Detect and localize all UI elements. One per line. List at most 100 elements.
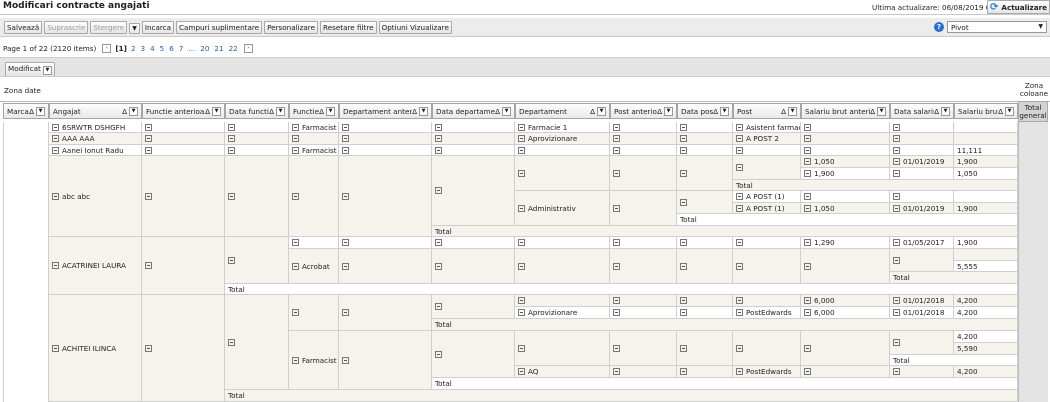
pager-link[interactable]: 7 (178, 43, 184, 53)
collapse-icon[interactable] (52, 135, 59, 142)
column-header[interactable]: Post Δ ▼ (733, 103, 801, 119)
pager-link[interactable]: 21 (214, 43, 224, 53)
column-header[interactable]: Data departamentΔ▼ (432, 103, 515, 119)
collapse-icon[interactable] (145, 262, 152, 269)
collapse-icon[interactable] (435, 303, 442, 310)
pager-link[interactable]: 3 (140, 43, 146, 53)
collapse-icon[interactable] (736, 164, 743, 171)
collapse-icon[interactable] (518, 368, 525, 375)
collapse-icon[interactable] (518, 344, 525, 352)
collapse-icon[interactable] (292, 192, 299, 200)
collapse-icon[interactable] (435, 262, 442, 270)
collapse-icon[interactable] (736, 262, 743, 270)
collapse-icon[interactable] (893, 339, 900, 346)
collapse-icon[interactable] (52, 262, 59, 269)
collapse-icon[interactable] (680, 344, 687, 352)
header-filter[interactable]: ▼ (212, 106, 221, 116)
column-header[interactable]: Data post Δ ▼ (677, 103, 733, 119)
collapse-icon[interactable] (228, 123, 235, 131)
column-header[interactable]: Post anterior Δ ▼ (610, 103, 677, 119)
collapse-icon[interactable] (736, 135, 743, 142)
collapse-icon[interactable] (518, 262, 525, 270)
column-header[interactable]: Data salariu Δ ▼ (890, 103, 954, 119)
collapse-icon[interactable] (613, 344, 620, 352)
column-header[interactable]: Marca Δ ▼ (3, 103, 49, 119)
collapse-icon[interactable] (518, 204, 525, 212)
collapse-icon[interactable] (435, 187, 442, 194)
header-filter[interactable]: ▼ (326, 106, 335, 116)
collapse-icon[interactable] (680, 123, 687, 131)
collapse-icon[interactable] (52, 192, 59, 200)
pager-next[interactable]: › (243, 43, 253, 53)
collapse-icon[interactable] (613, 204, 620, 212)
toolbar-button[interactable]: Personalizare (264, 21, 319, 34)
collapse-icon[interactable] (804, 123, 811, 131)
collapse-icon[interactable] (518, 309, 525, 316)
collapse-icon[interactable] (680, 135, 687, 142)
toolbar-button[interactable]: Incarca (141, 21, 175, 34)
pager-link[interactable]: ... (188, 43, 196, 53)
collapse-icon[interactable] (736, 193, 743, 200)
column-header[interactable]: Functie Δ ▼ (289, 103, 339, 119)
collapse-icon[interactable] (52, 344, 59, 352)
collapse-icon[interactable] (613, 169, 620, 177)
header-filter[interactable]: ▼ (877, 106, 886, 116)
collapse-icon[interactable] (893, 204, 900, 212)
collapse-icon[interactable] (518, 123, 525, 131)
column-header[interactable]: Departament Δ ▼ (515, 103, 610, 119)
collapse-icon[interactable] (893, 193, 900, 200)
collapse-icon[interactable] (613, 146, 620, 154)
collapse-icon[interactable] (518, 146, 525, 154)
collapse-icon[interactable] (342, 123, 349, 131)
header-filter[interactable]: ▼ (788, 106, 797, 116)
collapse-icon[interactable] (804, 193, 811, 200)
collapse-icon[interactable] (804, 262, 811, 270)
collapse-icon[interactable] (613, 297, 620, 304)
toolbar-button[interactable]: Optiuni Vizualizare (378, 21, 452, 34)
header-filter[interactable]: ▼ (941, 106, 950, 116)
collapse-icon[interactable] (518, 239, 525, 246)
collapse-icon[interactable] (804, 344, 811, 352)
collapse-icon[interactable] (893, 239, 900, 246)
collapse-icon[interactable] (292, 262, 299, 270)
filter-field[interactable]: Modificat ▼ (5, 62, 55, 76)
collapse-icon[interactable] (613, 262, 620, 270)
collapse-icon[interactable] (893, 170, 900, 177)
collapse-icon[interactable] (145, 146, 152, 154)
view-select[interactable]: Pivot ▼ (947, 21, 1047, 33)
collapse-icon[interactable] (736, 146, 743, 154)
collapse-icon[interactable] (613, 239, 620, 246)
collapse-icon[interactable] (613, 135, 620, 142)
collapse-icon[interactable] (228, 338, 235, 346)
collapse-icon[interactable] (680, 198, 687, 206)
collapse-icon[interactable] (736, 309, 743, 316)
collapse-icon[interactable] (342, 239, 349, 246)
pager-link[interactable]: 20 (200, 43, 210, 53)
pager-link[interactable]: 6 (169, 43, 174, 53)
toolbar-dropdown[interactable]: ▼ (129, 23, 140, 34)
pager-link[interactable]: 5 (159, 43, 165, 53)
pager-link[interactable]: 22 (228, 43, 238, 53)
collapse-icon[interactable] (736, 204, 743, 212)
collapse-icon[interactable] (435, 135, 442, 142)
column-header[interactable]: Angajat Δ ▼ (49, 103, 142, 119)
collapse-icon[interactable] (680, 146, 687, 154)
collapse-icon[interactable] (292, 146, 299, 154)
collapse-icon[interactable] (518, 169, 525, 177)
header-filter[interactable]: ▼ (36, 106, 45, 116)
collapse-icon[interactable] (228, 146, 235, 154)
collapse-icon[interactable] (680, 262, 687, 270)
collapse-icon[interactable] (680, 239, 687, 246)
collapse-icon[interactable] (292, 135, 299, 142)
collapse-icon[interactable] (736, 297, 743, 304)
collapse-icon[interactable] (893, 158, 900, 165)
collapse-icon[interactable] (804, 135, 811, 142)
header-filter[interactable]: ▼ (1005, 106, 1014, 116)
collapse-icon[interactable] (292, 123, 299, 131)
collapse-icon[interactable] (804, 368, 811, 375)
collapse-icon[interactable] (292, 239, 299, 246)
collapse-icon[interactable] (804, 170, 811, 177)
collapse-icon[interactable] (804, 297, 811, 304)
collapse-icon[interactable] (613, 368, 620, 375)
